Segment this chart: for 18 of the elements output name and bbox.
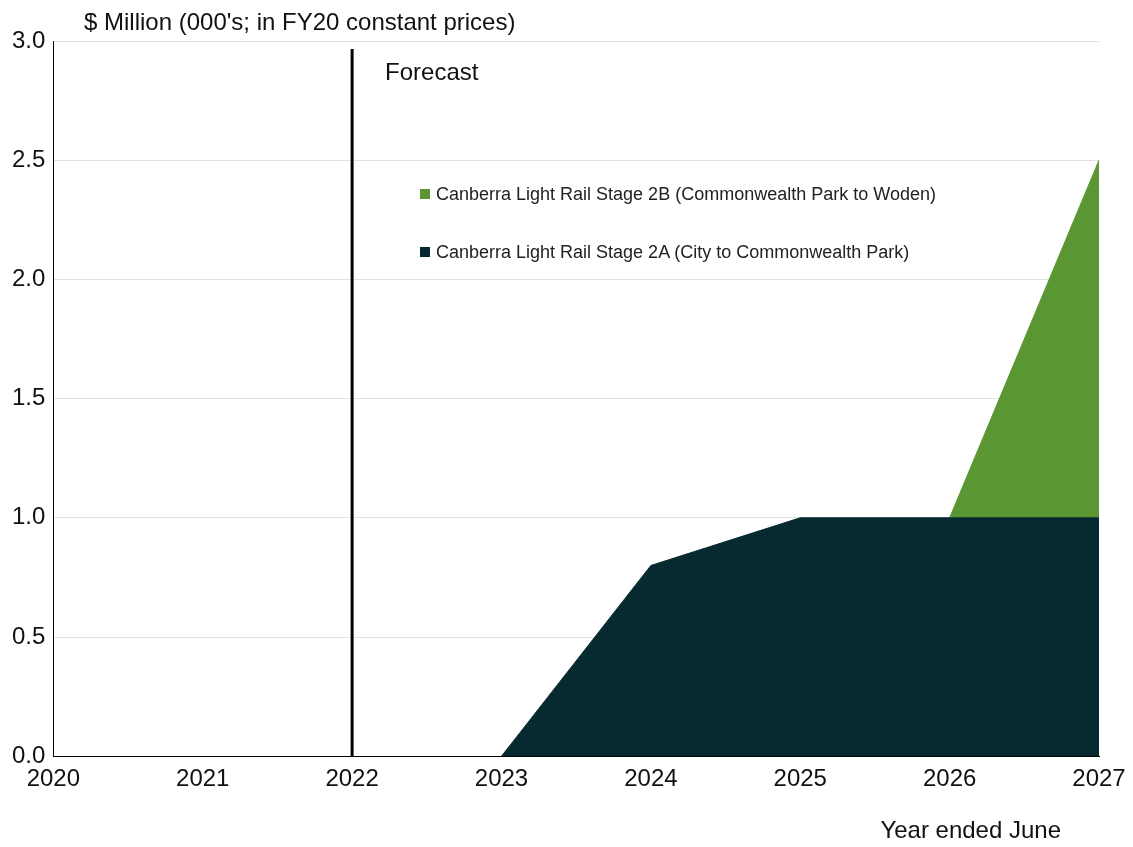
y-axis-title: $ Million (000's; in FY20 constant prices) [84,8,516,36]
y-tick-label: 2.5 [11,144,46,172]
y-tick-label: 3.0 [11,25,46,53]
x-tick-label: 2023 [474,764,529,792]
y-tick-label: 2.0 [11,264,46,292]
ref-line-label: Forecast [385,57,479,85]
x-axis-title: Year ended June [880,816,1061,844]
y-tick-label: 0.5 [11,621,46,649]
x-tick-label: 2026 [922,764,977,792]
legend-label: Canberra Light Rail Stage 2B (Commonwealth Park to Woden) [436,183,936,206]
x-tick-label: 2027 [1072,764,1126,792]
legend-label: Canberra Light Rail Stage 2A (City to Commonwealth Park) [436,241,910,264]
x-tick-label: 2025 [773,764,827,792]
x-tick-label: 2021 [176,764,230,792]
y-tick-label: 1.0 [11,502,46,530]
y-tick-label: 1.5 [11,383,46,411]
x-tick-label: 2022 [325,764,379,792]
x-tick-label: 2024 [624,764,678,792]
